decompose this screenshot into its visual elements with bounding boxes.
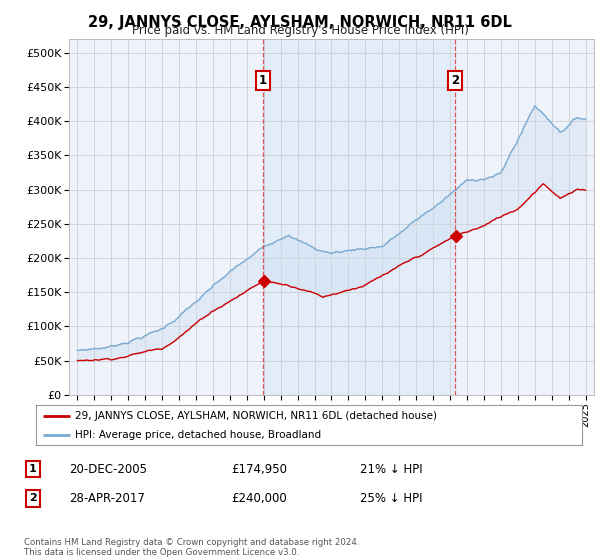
Text: 21% ↓ HPI: 21% ↓ HPI [360, 463, 422, 476]
Text: 2: 2 [29, 493, 37, 503]
Text: 20-DEC-2005: 20-DEC-2005 [69, 463, 147, 476]
Bar [263, 39, 455, 395]
Text: 29, JANNYS CLOSE, AYLSHAM, NORWICH, NR11 6DL (detached house): 29, JANNYS CLOSE, AYLSHAM, NORWICH, NR11… [76, 411, 437, 421]
Text: Price paid vs. HM Land Registry's House Price Index (HPI): Price paid vs. HM Land Registry's House … [131, 24, 469, 37]
Text: 1: 1 [29, 464, 37, 474]
Text: 28-APR-2017: 28-APR-2017 [69, 492, 145, 505]
Text: Contains HM Land Registry data © Crown copyright and database right 2024.
This d: Contains HM Land Registry data © Crown c… [24, 538, 359, 557]
Text: 25% ↓ HPI: 25% ↓ HPI [360, 492, 422, 505]
Text: 1: 1 [259, 74, 268, 87]
Text: HPI: Average price, detached house, Broadland: HPI: Average price, detached house, Broa… [76, 430, 322, 440]
Text: 29, JANNYS CLOSE, AYLSHAM, NORWICH, NR11 6DL: 29, JANNYS CLOSE, AYLSHAM, NORWICH, NR11… [88, 15, 512, 30]
Text: £174,950: £174,950 [231, 463, 287, 476]
Text: £240,000: £240,000 [231, 492, 287, 505]
Text: 2: 2 [451, 74, 460, 87]
